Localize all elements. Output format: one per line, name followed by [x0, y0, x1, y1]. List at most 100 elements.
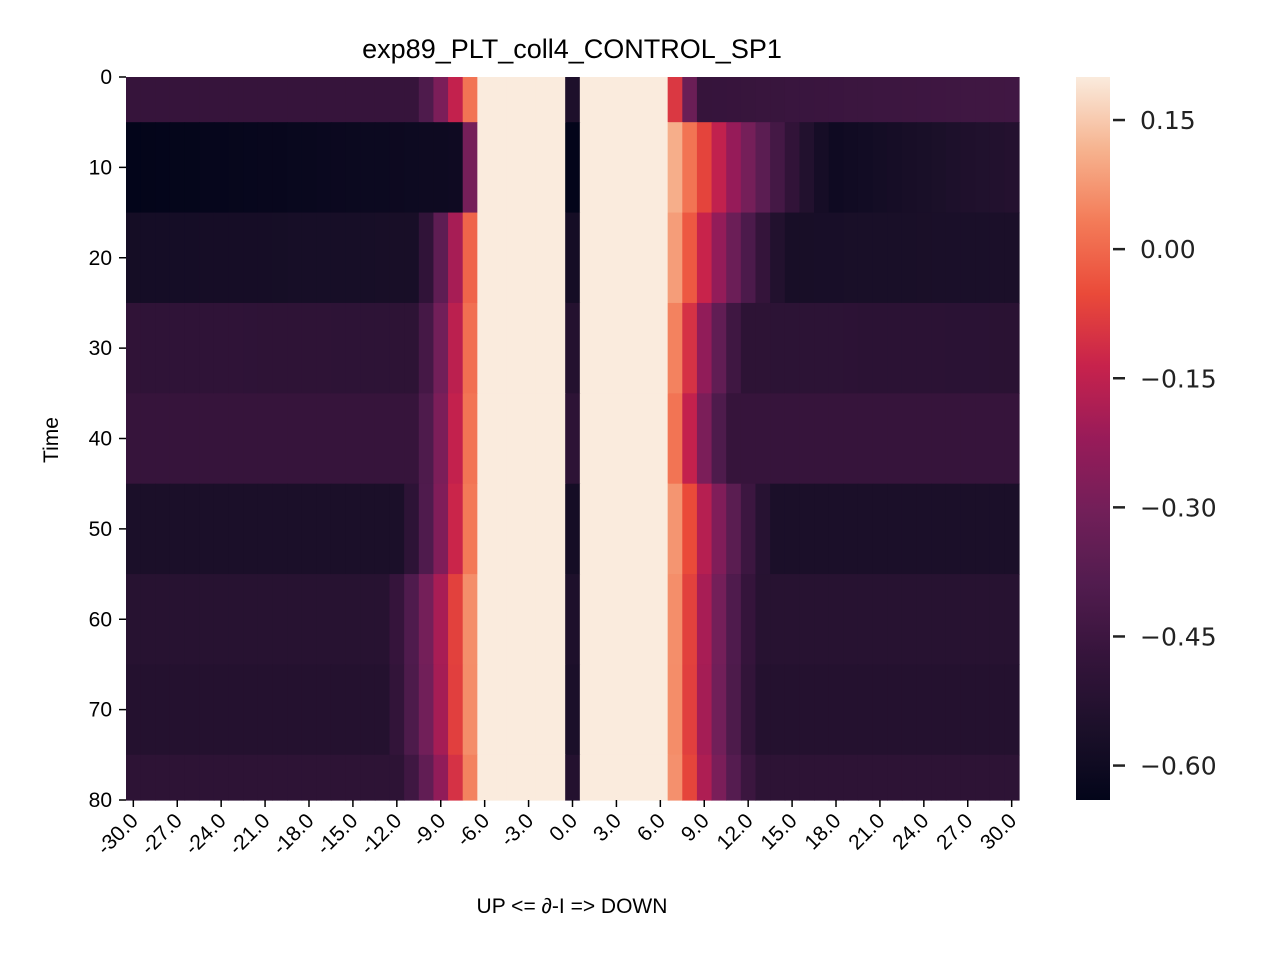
heatmap-cell [243, 77, 259, 123]
heatmap-cell [140, 212, 156, 304]
heatmap-cell [213, 122, 230, 214]
heatmap-cell [565, 212, 581, 304]
heatmap-cell [638, 664, 654, 756]
chart-title: exp89_PLT_coll4_CONTROL_SP1 [362, 34, 782, 64]
y-axis: 0 10 20 30 40 50 60 70 80 [89, 66, 126, 812]
heatmap-cell [726, 212, 742, 304]
heatmap-cell [477, 754, 493, 801]
heatmap-cell [770, 754, 786, 801]
heatmap-cell [696, 393, 713, 485]
heatmap-cell [989, 302, 1005, 394]
heatmap-cell [462, 754, 478, 801]
heatmap-cell [360, 754, 376, 801]
heatmap-cell [126, 574, 142, 666]
heatmap-cell [155, 483, 171, 575]
heatmap-cell [126, 483, 142, 575]
heatmap-cell [828, 122, 844, 214]
heatmap-cell [799, 302, 815, 394]
y-tick-label: 70 [89, 699, 112, 722]
heatmap-cell [535, 122, 552, 214]
heatmap-cell [374, 754, 391, 801]
heatmap-cell [1004, 574, 1020, 666]
heatmap-cell [653, 212, 669, 304]
heatmap-cell [667, 77, 683, 123]
colorbar-ticks: 0.15 0.00 −0.15 −0.30 −0.45 −0.60 [1113, 106, 1217, 781]
heatmap-cell [521, 302, 537, 394]
heatmap-cell [287, 574, 303, 666]
heatmap-cell [740, 122, 757, 214]
heatmap-cell [199, 302, 215, 394]
heatmap-cell [535, 212, 552, 304]
heatmap-cell [799, 393, 815, 485]
heatmap-cell [565, 302, 581, 394]
heatmap-cell [360, 393, 376, 485]
heatmap-cell [784, 393, 801, 485]
heatmap-cell [521, 393, 537, 485]
heatmap-cell [330, 393, 347, 485]
heatmap-cell [696, 212, 713, 304]
heatmap-cell [491, 212, 508, 304]
heatmap-cell [755, 122, 771, 214]
heatmap-cell [740, 483, 757, 575]
heatmap-cell [535, 754, 552, 801]
heatmap-cell [887, 393, 903, 485]
colorbar-tick-label: −0.45 [1140, 622, 1217, 651]
heatmap-cell [199, 754, 215, 801]
heatmap-cell [535, 77, 552, 123]
heatmap-cell [374, 574, 391, 666]
heatmap-cell [418, 664, 435, 756]
heatmap-cell [667, 212, 683, 304]
heatmap-cell [579, 212, 596, 304]
heatmap-cell [653, 483, 669, 575]
heatmap-cell [814, 574, 830, 666]
heatmap-cell [799, 483, 815, 575]
heatmap-cell [726, 664, 742, 756]
heatmap-cell [169, 393, 186, 485]
heatmap-cell [770, 77, 786, 123]
heatmap-cell [126, 664, 142, 756]
heatmap-cell [653, 574, 669, 666]
heatmap-cell [770, 664, 786, 756]
heatmap-cell [199, 574, 215, 666]
heatmap-cell [579, 302, 596, 394]
heatmap-cell [931, 393, 947, 485]
y-tick-label: 30 [89, 337, 112, 360]
heatmap-cell [916, 212, 932, 304]
heatmap-cell [550, 393, 566, 485]
heatmap-cell [287, 212, 303, 304]
heatmap-cell [389, 77, 405, 123]
heatmap-cell [506, 393, 522, 485]
heatmap-cell [287, 122, 303, 214]
heatmap-cell [316, 754, 332, 801]
heatmap-cell [155, 393, 171, 485]
heatmap-cell [726, 122, 742, 214]
heatmap-cell [199, 212, 215, 304]
heatmap-cell [184, 122, 200, 214]
heatmap-cell [389, 212, 405, 304]
heatmap-cell [433, 393, 449, 485]
heatmap-cell [301, 122, 317, 214]
x-tick-label: -15.0 [312, 809, 362, 859]
heatmap-cell [506, 122, 522, 214]
heatmap-cell [404, 664, 420, 756]
heatmap-cell [155, 754, 171, 801]
heatmap-cell [316, 574, 332, 666]
heatmap-cell [169, 302, 186, 394]
heatmap-cell [272, 754, 288, 801]
heatmap-cell [653, 302, 669, 394]
heatmap-cell [506, 574, 522, 666]
heatmap-cell [814, 302, 830, 394]
heatmap-cell [857, 122, 874, 214]
heatmap-cell [550, 574, 566, 666]
heatmap-cell [843, 302, 859, 394]
heatmap-cell [931, 664, 947, 756]
heatmap-cell [433, 664, 449, 756]
heatmap-cell [126, 754, 142, 801]
heatmap-cell [243, 212, 259, 304]
heatmap-cell [989, 483, 1005, 575]
heatmap-cell [565, 122, 581, 214]
heatmap-cell [506, 754, 522, 801]
heatmap-cell [491, 483, 508, 575]
heatmap-cell [316, 664, 332, 756]
